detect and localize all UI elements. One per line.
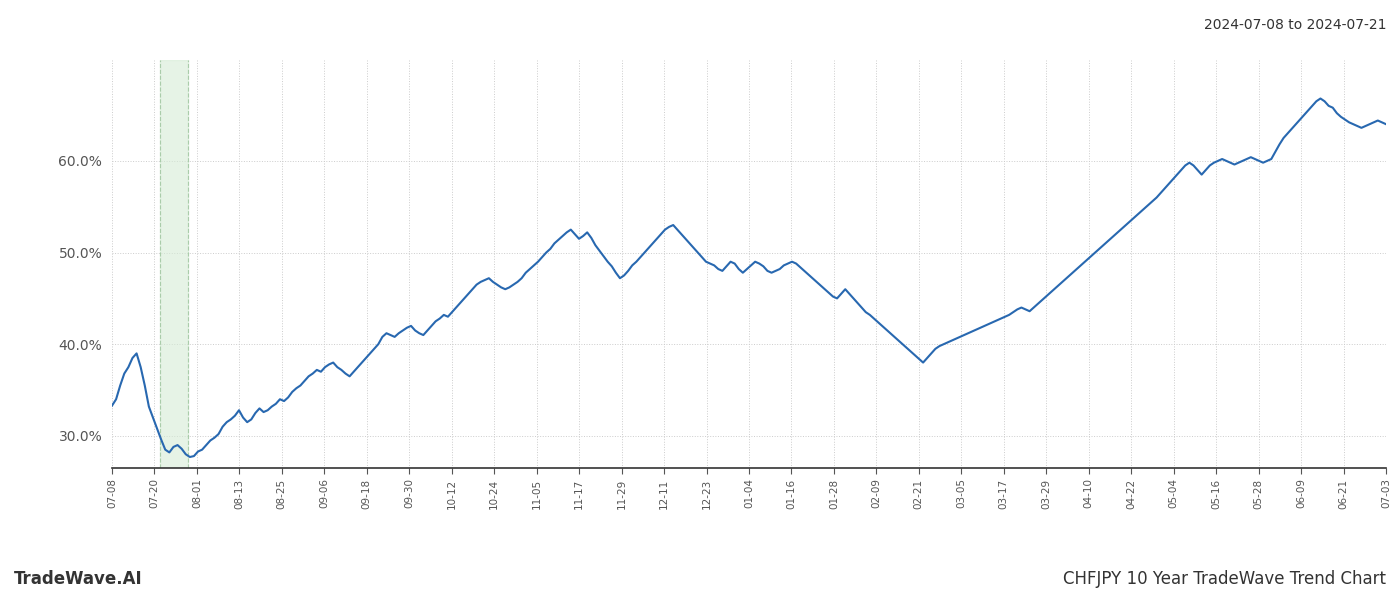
Text: 2024-07-08 to 2024-07-21: 2024-07-08 to 2024-07-21 (1204, 18, 1386, 32)
Text: CHFJPY 10 Year TradeWave Trend Chart: CHFJPY 10 Year TradeWave Trend Chart (1063, 570, 1386, 588)
Bar (161, 60, 189, 468)
Text: TradeWave.AI: TradeWave.AI (14, 570, 143, 588)
